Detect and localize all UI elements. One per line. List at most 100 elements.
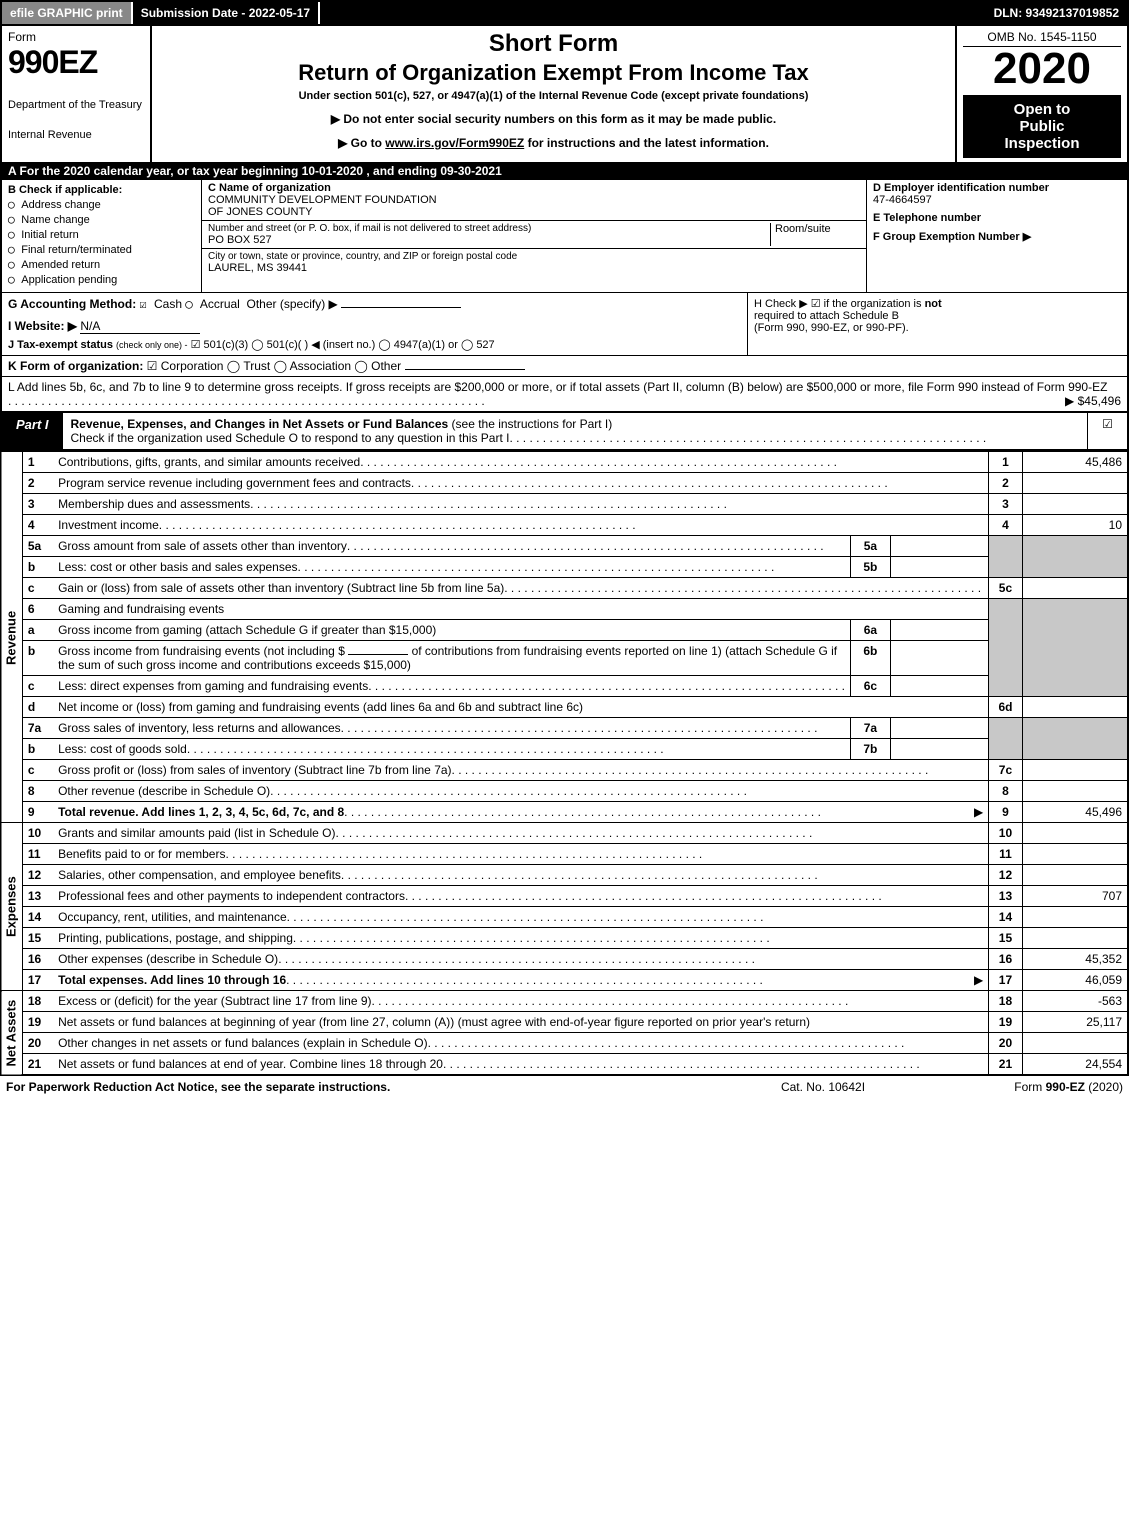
r5ab-val-grey [1022,536,1128,578]
r15-val [1022,928,1128,949]
revenue-side-label: Revenue [1,452,22,823]
r7b-subval [890,739,989,760]
j-options[interactable]: ☑ 501(c)(3) ◯ 501(c)( ) ◀ (insert no.) ◯… [191,339,495,351]
netassets-side-label: Net Assets [1,991,22,1076]
g-cash: Cash [154,297,182,311]
r6b-blank[interactable] [348,654,408,655]
chk-initial-return[interactable]: ◯ Initial return [8,228,195,241]
r3-desc: Membership dues and assessments [58,497,250,511]
goto-link[interactable]: www.irs.gov/Form990EZ [385,136,524,150]
expenses-side-label: Expenses [1,823,22,991]
submission-date-button[interactable]: Submission Date - 2022-05-17 [133,2,320,24]
g-accrual-check[interactable]: ◯ [185,297,199,311]
r7ab-rn-grey [989,718,1022,760]
r21-num: 21 [22,1054,53,1076]
r6-val-grey [1022,599,1128,697]
r14-desc: Occupancy, rent, utilities, and maintena… [58,910,287,924]
row-6: 6 Gaming and fundraising events [1,599,1128,620]
row-gh: G Accounting Method: ☑ Cash ◯ Accrual Ot… [0,292,1129,355]
r17-num: 17 [22,970,53,991]
line-a-period: A For the 2020 calendar year, or tax yea… [0,162,1129,180]
footer-right-bold: 990-EZ [1046,1080,1085,1094]
row-11: 11 Benefits paid to or for members 11 [1,844,1128,865]
k-options[interactable]: ☑ Corporation ◯ Trust ◯ Association ◯ Ot… [147,359,401,373]
r10-desc: Grants and similar amounts paid (list in… [58,826,335,840]
r5c-desc: Gain or (loss) from sale of assets other… [58,581,504,595]
line-h: H Check ▶ ☑ if the organization is not r… [747,293,1127,355]
r15-num: 15 [22,928,53,949]
ssn-warning: ▶ Do not enter social security numbers o… [158,112,949,126]
row-18: Net Assets 18 Excess or (deficit) for th… [1,991,1128,1012]
r6d-num: d [22,697,53,718]
chk-amended-return[interactable]: ◯ Amended return [8,258,195,271]
row-17: 17 Total expenses. Add lines 10 through … [1,970,1128,991]
r19-val: 25,117 [1022,1012,1128,1033]
r5b-num: b [22,557,53,578]
l-text: L Add lines 5b, 6c, and 7b to line 9 to … [8,380,1107,394]
r6a-subval [890,620,989,641]
r4-val: 10 [1022,515,1128,536]
ein-value: 47-4664597 [873,194,1121,206]
r7c-val [1022,760,1128,781]
r5a-sn: 5a [851,536,891,557]
goto-pre: ▶ Go to [338,136,385,150]
chk-name-change[interactable]: ◯ Name change [8,213,195,226]
r13-rn: 13 [989,886,1022,907]
r4-num: 4 [22,515,53,536]
line-g: G Accounting Method: ☑ Cash ◯ Accrual Ot… [2,293,747,355]
r5c-num: c [22,578,53,599]
open-line3: Inspection [965,135,1119,152]
row-19: 19 Net assets or fund balances at beginn… [1,1012,1128,1033]
row-1: Revenue 1 Contributions, gifts, grants, … [1,452,1128,473]
i-label: I Website: ▶ [8,319,77,333]
r19-rn: 19 [989,1012,1022,1033]
r14-num: 14 [22,907,53,928]
r7a-num: 7a [22,718,53,739]
r21-rn: 21 [989,1054,1022,1076]
chk-final-return[interactable]: ◯ Final return/terminated [8,243,195,256]
row-14: 14 Occupancy, rent, utilities, and maint… [1,907,1128,928]
r6a-desc: Gross income from gaming (attach Schedul… [53,620,850,641]
r7b-sn: 7b [851,739,891,760]
row-6a: a Gross income from gaming (attach Sched… [1,620,1128,641]
part1-header: Part I Revenue, Expenses, and Changes in… [0,413,1129,451]
l-amount: 45,496 [1084,394,1121,408]
r21-val: 24,554 [1022,1054,1128,1076]
g-other-input[interactable] [341,307,461,308]
k-other-input[interactable] [405,369,525,370]
r6-desc: Gaming and fundraising events [53,599,989,620]
efile-print-button[interactable]: efile GRAPHIC print [2,2,133,24]
r6-num: 6 [22,599,53,620]
r9-rn: 9 [989,802,1022,823]
r6d-val [1022,697,1128,718]
part1-check-line: Check if the organization used Schedule … [71,431,510,445]
r11-rn: 11 [989,844,1022,865]
r11-val [1022,844,1128,865]
g-cash-check[interactable]: ☑ [140,297,154,311]
footer-right-pre: Form [1014,1080,1045,1094]
r1-val: 45,486 [1022,452,1128,473]
org-name-2: OF JONES COUNTY [208,206,860,218]
r18-val: -563 [1022,991,1128,1012]
chk-application-pending[interactable]: ◯ Application pending [8,273,195,286]
topbar-spacer [320,2,985,24]
dept-treasury: Department of the Treasury [8,99,144,111]
r17-rn: 17 [989,970,1022,991]
r12-num: 12 [22,865,53,886]
r9-num: 9 [22,802,53,823]
c-street-label: Number and street (or P. O. box, if mail… [208,223,764,234]
footer-right-post: (2020) [1085,1080,1123,1094]
return-title: Return of Organization Exempt From Incom… [158,60,949,86]
row-12: 12 Salaries, other compensation, and emp… [1,865,1128,886]
r6a-num: a [22,620,53,641]
r7a-sn: 7a [851,718,891,739]
g-label: G Accounting Method: [8,297,136,311]
chk-address-change[interactable]: ◯ Address change [8,198,195,211]
r6c-desc: Less: direct expenses from gaming and fu… [58,679,368,693]
r13-val: 707 [1022,886,1128,907]
r18-num: 18 [22,991,53,1012]
row-16: 16 Other expenses (describe in Schedule … [1,949,1128,970]
r20-num: 20 [22,1033,53,1054]
part1-title-rest: (see the instructions for Part I) [448,417,612,431]
part1-schedule-o-check[interactable]: ☑ [1087,413,1127,449]
